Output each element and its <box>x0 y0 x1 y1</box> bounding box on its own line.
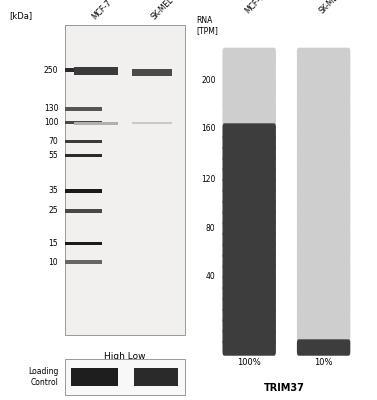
FancyBboxPatch shape <box>297 220 350 237</box>
FancyBboxPatch shape <box>297 123 350 140</box>
FancyBboxPatch shape <box>297 69 350 86</box>
FancyBboxPatch shape <box>297 242 350 258</box>
FancyBboxPatch shape <box>297 177 350 194</box>
Text: 55: 55 <box>49 151 58 160</box>
FancyBboxPatch shape <box>297 274 350 291</box>
FancyBboxPatch shape <box>222 285 276 302</box>
FancyBboxPatch shape <box>297 102 350 118</box>
FancyBboxPatch shape <box>71 368 118 386</box>
FancyBboxPatch shape <box>297 134 350 150</box>
FancyBboxPatch shape <box>222 123 276 140</box>
FancyBboxPatch shape <box>222 166 276 183</box>
FancyBboxPatch shape <box>66 209 102 213</box>
FancyBboxPatch shape <box>222 231 276 248</box>
Text: 130: 130 <box>44 104 58 113</box>
FancyBboxPatch shape <box>297 199 350 215</box>
FancyBboxPatch shape <box>222 102 276 118</box>
FancyBboxPatch shape <box>297 58 350 75</box>
Text: MCF-7: MCF-7 <box>90 0 113 22</box>
FancyBboxPatch shape <box>222 274 276 291</box>
FancyBboxPatch shape <box>222 264 276 280</box>
FancyBboxPatch shape <box>297 231 350 248</box>
Text: 10: 10 <box>49 258 58 266</box>
Text: 160: 160 <box>201 124 216 133</box>
FancyBboxPatch shape <box>66 358 185 395</box>
FancyBboxPatch shape <box>66 121 102 124</box>
FancyBboxPatch shape <box>222 58 276 75</box>
Text: RNA
[TPM]: RNA [TPM] <box>196 16 218 35</box>
FancyBboxPatch shape <box>222 80 276 96</box>
FancyBboxPatch shape <box>132 69 172 76</box>
FancyBboxPatch shape <box>222 177 276 194</box>
Text: MCF-7: MCF-7 <box>243 0 266 16</box>
Text: 80: 80 <box>206 224 216 233</box>
Text: 25: 25 <box>49 206 58 216</box>
Text: SK-MEL-30: SK-MEL-30 <box>150 0 184 22</box>
FancyBboxPatch shape <box>222 210 276 226</box>
FancyBboxPatch shape <box>222 307 276 323</box>
FancyBboxPatch shape <box>66 68 102 72</box>
FancyBboxPatch shape <box>297 285 350 302</box>
Text: Loading
Control: Loading Control <box>28 367 58 387</box>
Text: 15: 15 <box>49 239 58 248</box>
FancyBboxPatch shape <box>297 112 350 129</box>
Text: 200: 200 <box>201 76 216 85</box>
FancyBboxPatch shape <box>297 318 350 334</box>
FancyBboxPatch shape <box>66 260 102 264</box>
FancyBboxPatch shape <box>222 318 276 334</box>
FancyBboxPatch shape <box>297 48 350 64</box>
FancyBboxPatch shape <box>222 220 276 237</box>
Text: High Low: High Low <box>104 352 146 361</box>
FancyBboxPatch shape <box>75 122 118 125</box>
Text: 40: 40 <box>206 272 216 281</box>
FancyBboxPatch shape <box>222 134 276 150</box>
FancyBboxPatch shape <box>222 112 276 129</box>
FancyBboxPatch shape <box>132 122 172 124</box>
FancyBboxPatch shape <box>297 210 350 226</box>
FancyBboxPatch shape <box>222 91 276 107</box>
FancyBboxPatch shape <box>297 80 350 96</box>
Text: [kDa]: [kDa] <box>9 12 32 20</box>
Text: TRIM37: TRIM37 <box>264 383 305 393</box>
FancyBboxPatch shape <box>297 328 350 345</box>
FancyBboxPatch shape <box>297 307 350 323</box>
FancyBboxPatch shape <box>297 145 350 161</box>
Text: 100%: 100% <box>238 358 261 366</box>
FancyBboxPatch shape <box>222 69 276 86</box>
FancyBboxPatch shape <box>222 199 276 215</box>
Text: 250: 250 <box>44 66 58 74</box>
Text: 120: 120 <box>201 176 216 184</box>
FancyBboxPatch shape <box>66 242 102 245</box>
Text: 100: 100 <box>44 118 58 127</box>
FancyBboxPatch shape <box>75 67 118 75</box>
Text: 70: 70 <box>49 137 58 146</box>
FancyBboxPatch shape <box>297 188 350 204</box>
FancyBboxPatch shape <box>66 107 102 110</box>
FancyBboxPatch shape <box>297 91 350 107</box>
FancyBboxPatch shape <box>297 253 350 269</box>
FancyBboxPatch shape <box>222 328 276 345</box>
FancyBboxPatch shape <box>222 296 276 312</box>
FancyBboxPatch shape <box>66 189 102 192</box>
FancyBboxPatch shape <box>222 156 276 172</box>
Text: 10%: 10% <box>314 358 333 366</box>
FancyBboxPatch shape <box>297 339 350 356</box>
Text: 35: 35 <box>49 186 58 195</box>
FancyBboxPatch shape <box>222 48 276 64</box>
FancyBboxPatch shape <box>297 264 350 280</box>
FancyBboxPatch shape <box>222 188 276 204</box>
FancyBboxPatch shape <box>222 242 276 258</box>
FancyBboxPatch shape <box>297 296 350 312</box>
FancyBboxPatch shape <box>297 156 350 172</box>
FancyBboxPatch shape <box>222 339 276 356</box>
FancyBboxPatch shape <box>66 154 102 157</box>
FancyBboxPatch shape <box>66 140 102 143</box>
Text: SK-MEL-30: SK-MEL-30 <box>317 0 352 16</box>
FancyBboxPatch shape <box>222 145 276 161</box>
FancyBboxPatch shape <box>134 368 178 386</box>
FancyBboxPatch shape <box>66 25 185 335</box>
FancyBboxPatch shape <box>297 166 350 183</box>
FancyBboxPatch shape <box>222 253 276 269</box>
